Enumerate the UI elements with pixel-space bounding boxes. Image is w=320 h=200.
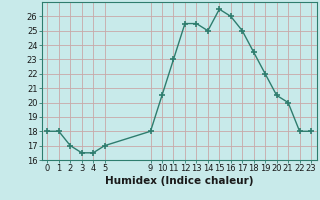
X-axis label: Humidex (Indice chaleur): Humidex (Indice chaleur) — [105, 176, 253, 186]
